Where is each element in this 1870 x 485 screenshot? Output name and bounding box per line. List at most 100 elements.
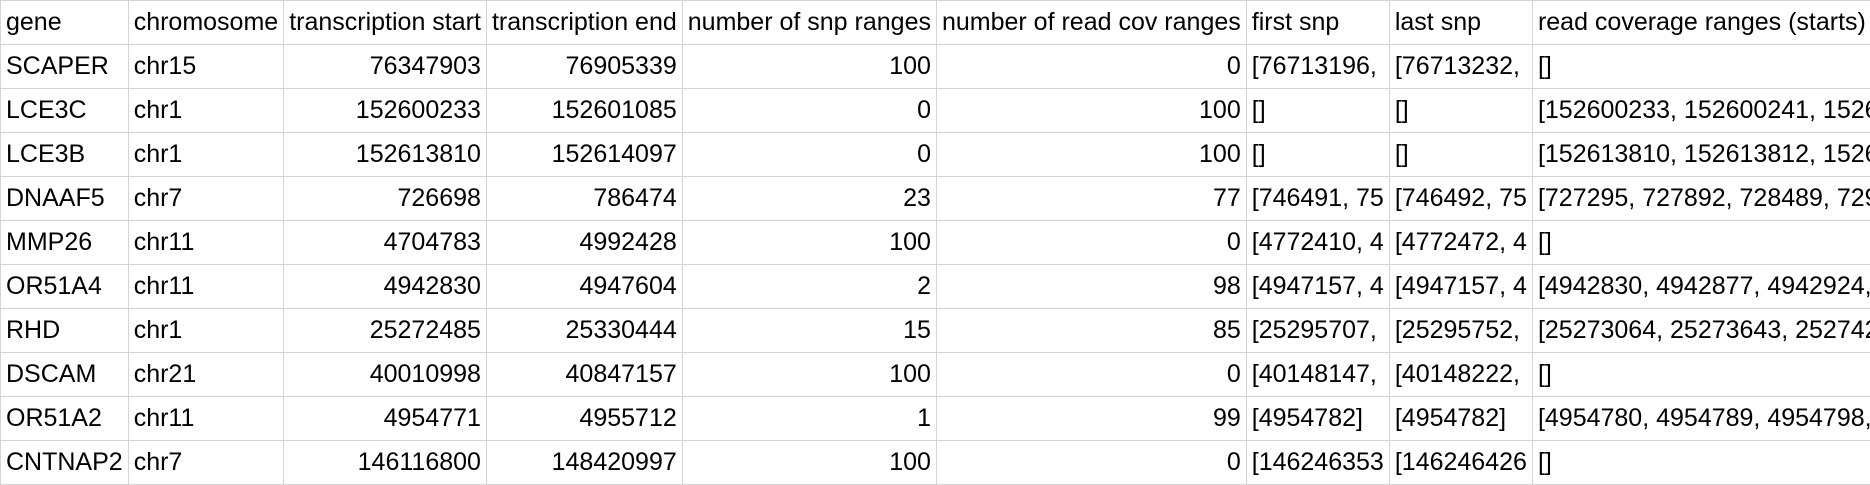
table-cell[interactable]: LCE3C (1, 89, 129, 133)
table-cell[interactable]: LCE3B (1, 133, 129, 177)
table-cell[interactable]: SCAPER (1, 45, 129, 89)
table-cell[interactable]: 4955712 (486, 397, 682, 441)
table-cell[interactable]: chr1 (128, 89, 284, 133)
table-cell[interactable]: 98 (936, 265, 1246, 309)
table-cell[interactable]: [4954782] (1246, 397, 1389, 441)
table-cell[interactable]: [] (1532, 353, 1870, 397)
table-cell[interactable]: chr15 (128, 45, 284, 89)
table-cell[interactable]: 152600233 (284, 89, 487, 133)
table-cell[interactable]: [4954780, 4954789, 4954798, (1532, 397, 1870, 441)
table-cell[interactable]: [746491, 75 (1246, 177, 1389, 221)
table-cell[interactable]: [] (1389, 89, 1532, 133)
column-header[interactable]: chromosome (128, 1, 284, 45)
table-cell[interactable]: chr11 (128, 265, 284, 309)
table-cell[interactable]: chr11 (128, 397, 284, 441)
table-cell[interactable]: 40010998 (284, 353, 487, 397)
table-cell[interactable]: chr21 (128, 353, 284, 397)
table-cell[interactable]: 4947604 (486, 265, 682, 309)
table-cell[interactable]: [4947157, 4 (1246, 265, 1389, 309)
table-cell[interactable]: DSCAM (1, 353, 129, 397)
table-cell[interactable]: [] (1389, 133, 1532, 177)
table-cell[interactable]: 76905339 (486, 45, 682, 89)
table-cell[interactable]: chr7 (128, 441, 284, 485)
table-cell[interactable]: 786474 (486, 177, 682, 221)
table-cell[interactable]: 148420997 (486, 441, 682, 485)
table-cell[interactable]: 100 (682, 221, 936, 265)
table-cell[interactable]: OR51A2 (1, 397, 129, 441)
table-cell[interactable]: 0 (936, 353, 1246, 397)
table-cell[interactable]: 0 (682, 133, 936, 177)
table-cell[interactable]: [76713232, (1389, 45, 1532, 89)
table-cell[interactable]: [76713196, (1246, 45, 1389, 89)
table-cell[interactable]: chr1 (128, 309, 284, 353)
table-cell[interactable]: [152613810, 152613812, 1526 (1532, 133, 1870, 177)
table-cell[interactable]: [25295707, (1246, 309, 1389, 353)
table-cell[interactable]: CNTNAP2 (1, 441, 129, 485)
table-cell[interactable]: 99 (936, 397, 1246, 441)
table-cell[interactable]: 0 (936, 45, 1246, 89)
table-cell[interactable]: 100 (682, 353, 936, 397)
table-cell[interactable]: 146116800 (284, 441, 487, 485)
table-cell[interactable]: [25273064, 25273643, 252742 (1532, 309, 1870, 353)
table-cell[interactable]: [] (1246, 89, 1389, 133)
table-cell[interactable]: 152601085 (486, 89, 682, 133)
table-cell[interactable]: 100 (682, 45, 936, 89)
table-cell[interactable]: 76347903 (284, 45, 487, 89)
table-cell[interactable]: 1 (682, 397, 936, 441)
table-cell[interactable]: RHD (1, 309, 129, 353)
table-cell[interactable]: [] (1532, 441, 1870, 485)
table-cell[interactable]: MMP26 (1, 221, 129, 265)
table-cell[interactable]: [4942830, 4942877, 4942924, (1532, 265, 1870, 309)
column-header[interactable]: read coverage ranges (starts) (1532, 1, 1870, 45)
table-cell[interactable]: OR51A4 (1, 265, 129, 309)
column-header[interactable]: number of snp ranges (682, 1, 936, 45)
column-header[interactable]: first snp (1246, 1, 1389, 45)
column-header[interactable]: transcription start (284, 1, 487, 45)
table-cell[interactable]: [] (1532, 45, 1870, 89)
table-cell[interactable]: [40148222, (1389, 353, 1532, 397)
table-cell[interactable]: 4992428 (486, 221, 682, 265)
table-cell[interactable]: 25272485 (284, 309, 487, 353)
table-cell[interactable]: 40847157 (486, 353, 682, 397)
table-cell[interactable]: 23 (682, 177, 936, 221)
table-cell[interactable]: chr1 (128, 133, 284, 177)
table-cell[interactable]: 15 (682, 309, 936, 353)
table-cell[interactable]: 726698 (284, 177, 487, 221)
table-cell[interactable]: 152613810 (284, 133, 487, 177)
table-cell[interactable]: 4704783 (284, 221, 487, 265)
table-cell[interactable]: [25295752, (1389, 309, 1532, 353)
table-cell[interactable]: 77 (936, 177, 1246, 221)
table-cell[interactable]: 25330444 (486, 309, 682, 353)
column-header[interactable]: number of read cov ranges (936, 1, 1246, 45)
column-header[interactable]: transcription end (486, 1, 682, 45)
table-cell[interactable]: 100 (936, 89, 1246, 133)
table-cell[interactable]: 0 (682, 89, 936, 133)
table-cell[interactable]: 4942830 (284, 265, 487, 309)
column-header[interactable]: last snp (1389, 1, 1532, 45)
table-cell[interactable]: 152614097 (486, 133, 682, 177)
table-cell[interactable]: 0 (936, 221, 1246, 265)
table-cell[interactable]: [4772472, 4 (1389, 221, 1532, 265)
table-cell[interactable]: DNAAF5 (1, 177, 129, 221)
table-cell[interactable]: [40148147, (1246, 353, 1389, 397)
table-cell[interactable]: [146246353 (1246, 441, 1389, 485)
table-cell[interactable]: chr11 (128, 221, 284, 265)
table-cell[interactable]: [152600233, 152600241, 1526 (1532, 89, 1870, 133)
table-cell[interactable]: 2 (682, 265, 936, 309)
table-cell[interactable]: [] (1246, 133, 1389, 177)
table-cell[interactable]: 0 (936, 441, 1246, 485)
table-cell[interactable]: [4772410, 4 (1246, 221, 1389, 265)
column-header[interactable]: gene (1, 1, 129, 45)
table-cell[interactable]: 100 (682, 441, 936, 485)
table-cell[interactable]: [146246426 (1389, 441, 1532, 485)
table-cell[interactable]: [4954782] (1389, 397, 1532, 441)
table-cell[interactable]: [] (1532, 221, 1870, 265)
table-cell[interactable]: [746492, 75 (1389, 177, 1532, 221)
table-cell[interactable]: [4947157, 4 (1389, 265, 1532, 309)
table-cell[interactable]: 4954771 (284, 397, 487, 441)
table-cell[interactable]: chr7 (128, 177, 284, 221)
table-cell[interactable]: 100 (936, 133, 1246, 177)
table-cell[interactable]: [727295, 727892, 728489, 729 (1532, 177, 1870, 221)
table-cell[interactable]: 85 (936, 309, 1246, 353)
